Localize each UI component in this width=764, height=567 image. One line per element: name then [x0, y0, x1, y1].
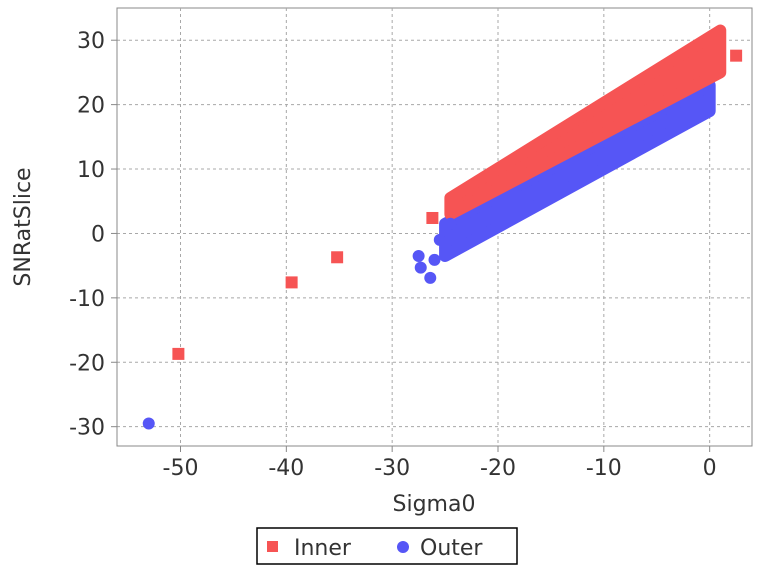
- data-point-inner: [172, 347, 185, 360]
- legend-swatch-outer: [397, 541, 409, 553]
- data-point-inner: [426, 211, 439, 224]
- dense-band-layer: [439, 24, 727, 262]
- y-tick-label: 0: [91, 222, 105, 247]
- data-point-outer: [428, 253, 441, 266]
- data-point-inner: [331, 251, 344, 264]
- y-tick-label: -30: [69, 416, 105, 441]
- legend-label-outer: Outer: [420, 536, 483, 561]
- x-axis-ticks: -50 -40 -30 -20 -10 0: [163, 446, 717, 481]
- x-tick-label: -30: [374, 456, 410, 481]
- data-point-outer: [433, 233, 446, 246]
- y-tick-label: 20: [77, 94, 105, 119]
- y-axis-ticks: -30 -20 -10 0 10 20 30: [69, 29, 117, 441]
- legend-label-inner: Inner: [294, 536, 352, 561]
- data-point-outer: [412, 249, 425, 262]
- y-tick-label: 10: [77, 158, 105, 183]
- data-point-outer: [444, 217, 457, 230]
- x-tick-label: 0: [703, 456, 717, 481]
- x-tick-label: -20: [480, 456, 516, 481]
- y-tick-label: -10: [69, 287, 105, 312]
- legend: Inner Outer: [256, 527, 518, 565]
- data-point-outer: [424, 271, 437, 284]
- data-points: [142, 49, 743, 430]
- x-tick-label: -50: [163, 456, 199, 481]
- x-axis-title: Sigma0: [393, 492, 476, 517]
- data-point-inner: [285, 276, 298, 289]
- y-tick-label: 30: [77, 29, 105, 54]
- y-tick-label: -20: [69, 351, 105, 376]
- x-tick-label: -10: [586, 456, 622, 481]
- data-point-inner: [730, 49, 743, 62]
- data-point-outer: [414, 261, 427, 274]
- data-point-outer: [142, 417, 155, 430]
- y-axis-title: SNRatSlice: [11, 167, 36, 286]
- legend-swatch-inner: [267, 541, 278, 552]
- dense-band-outer: [439, 79, 716, 262]
- x-tick-label: -40: [268, 456, 304, 481]
- dense-band-inner: [444, 24, 727, 221]
- legend-box: [256, 527, 518, 565]
